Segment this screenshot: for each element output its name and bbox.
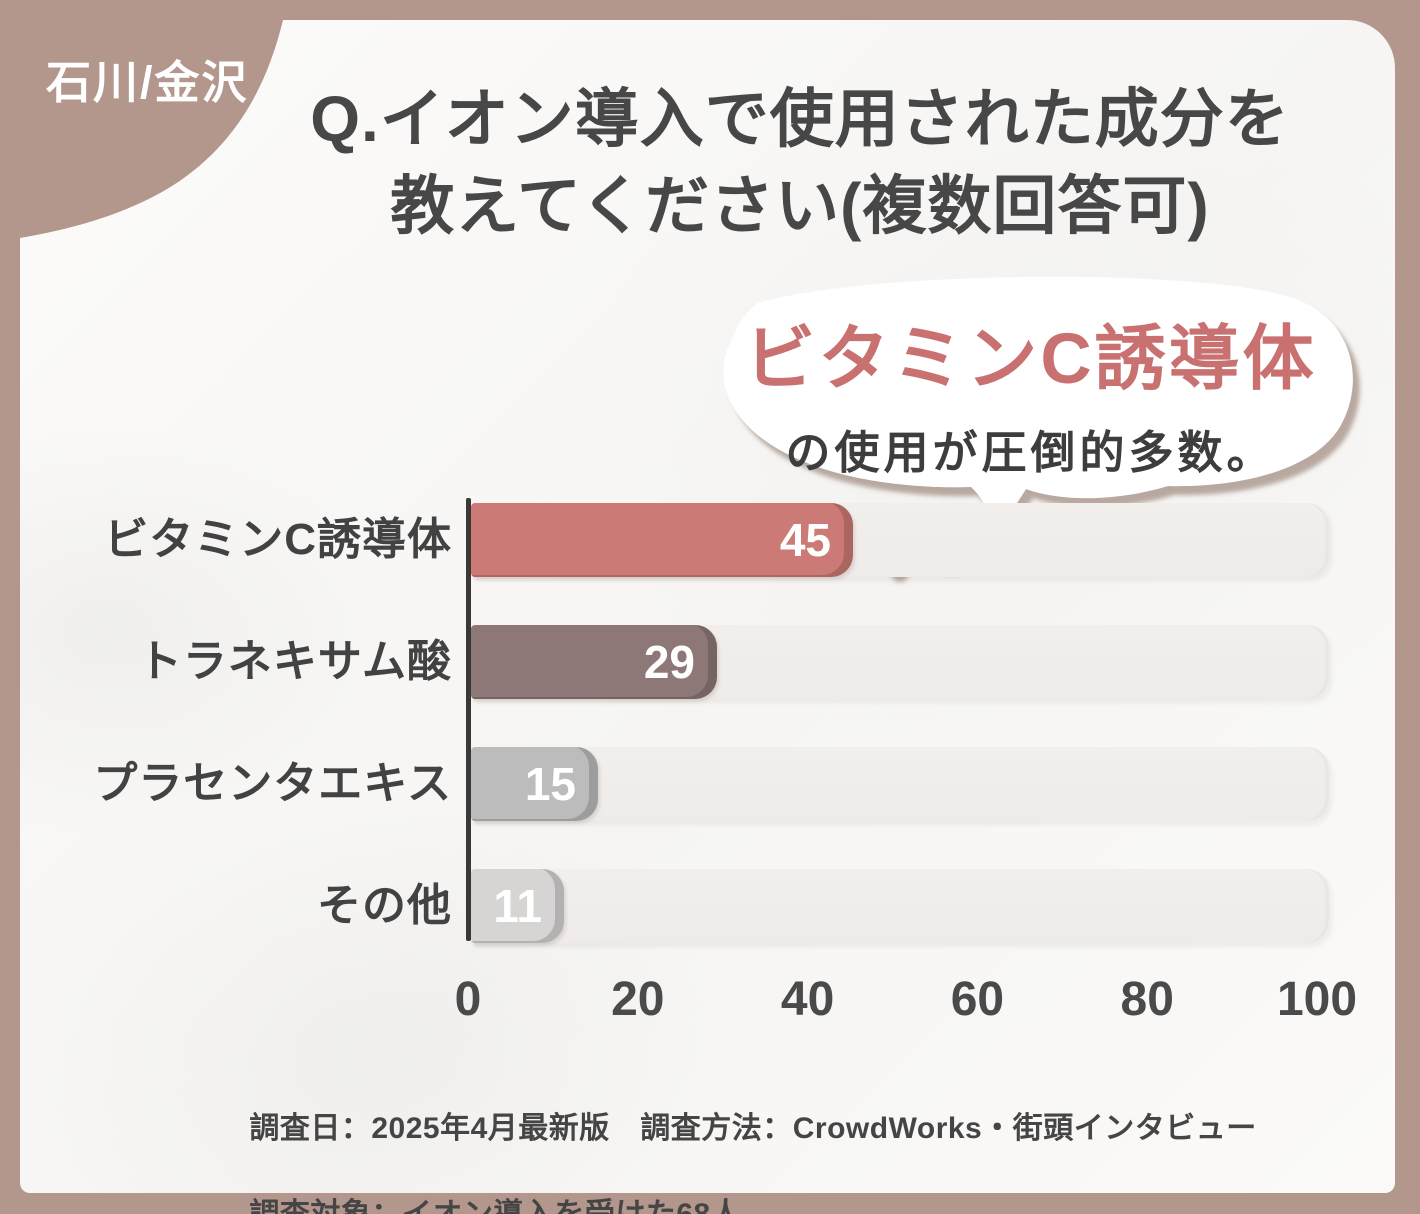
survey-note-line-2: 調査対象：イオン導入を受けた68人 bbox=[249, 1198, 741, 1214]
x-tick-label: 60 bbox=[950, 973, 1005, 1026]
x-tick-label: 40 bbox=[780, 973, 835, 1026]
corner-accent-shape bbox=[20, 20, 283, 238]
title-line-1: Q.イオン導入で使用された成分を bbox=[310, 83, 1290, 155]
title-line-2: 教えてください(複数回答可) bbox=[390, 170, 1210, 242]
category-label: その他 bbox=[317, 881, 452, 930]
callout-highlight: ビタミンC誘導体 bbox=[744, 320, 1317, 399]
bar-track bbox=[471, 747, 1329, 821]
callout-bubble: ビタミンC誘導体 の使用が圧倒的多数。 bbox=[718, 302, 1343, 481]
survey-notes: 調査日：2025年4月最新版 調査方法：CrowdWorks・街頭インタビュー … bbox=[214, 1064, 1314, 1214]
bar: 29 bbox=[471, 625, 717, 699]
bar-value-label: 11 bbox=[493, 880, 542, 932]
chart-card bbox=[20, 20, 1395, 1193]
category-label: トラネキサム酸 bbox=[137, 637, 452, 686]
bar: 15 bbox=[471, 747, 598, 821]
x-tick-label: 80 bbox=[1120, 973, 1174, 1026]
callout-text: の使用が圧倒的多数。 bbox=[785, 427, 1276, 478]
y-axis-line bbox=[466, 498, 471, 941]
x-tick-label: 20 bbox=[611, 973, 665, 1026]
bar-value-label: 45 bbox=[779, 514, 831, 566]
bar-value-label: 29 bbox=[643, 636, 695, 688]
page-title: Q.イオン導入で使用された成分を 教えてください(複数回答可) bbox=[215, 76, 1385, 250]
survey-note-line-1: 調査日：2025年4月最新版 調査方法：CrowdWorks・街頭インタビュー bbox=[249, 1112, 1257, 1145]
x-tick-label: 100 bbox=[1276, 973, 1358, 1026]
x-tick-label: 0 bbox=[454, 973, 482, 1026]
category-label: ビタミンC誘導体 bbox=[104, 515, 452, 564]
bar-value-label: 15 bbox=[524, 758, 576, 810]
bar: 11 bbox=[471, 869, 564, 943]
bar-track bbox=[471, 869, 1329, 943]
category-label: プラセンタエキス bbox=[93, 759, 452, 808]
region-badge: 石川/金沢 bbox=[46, 57, 249, 108]
bar: 45 bbox=[471, 503, 853, 577]
